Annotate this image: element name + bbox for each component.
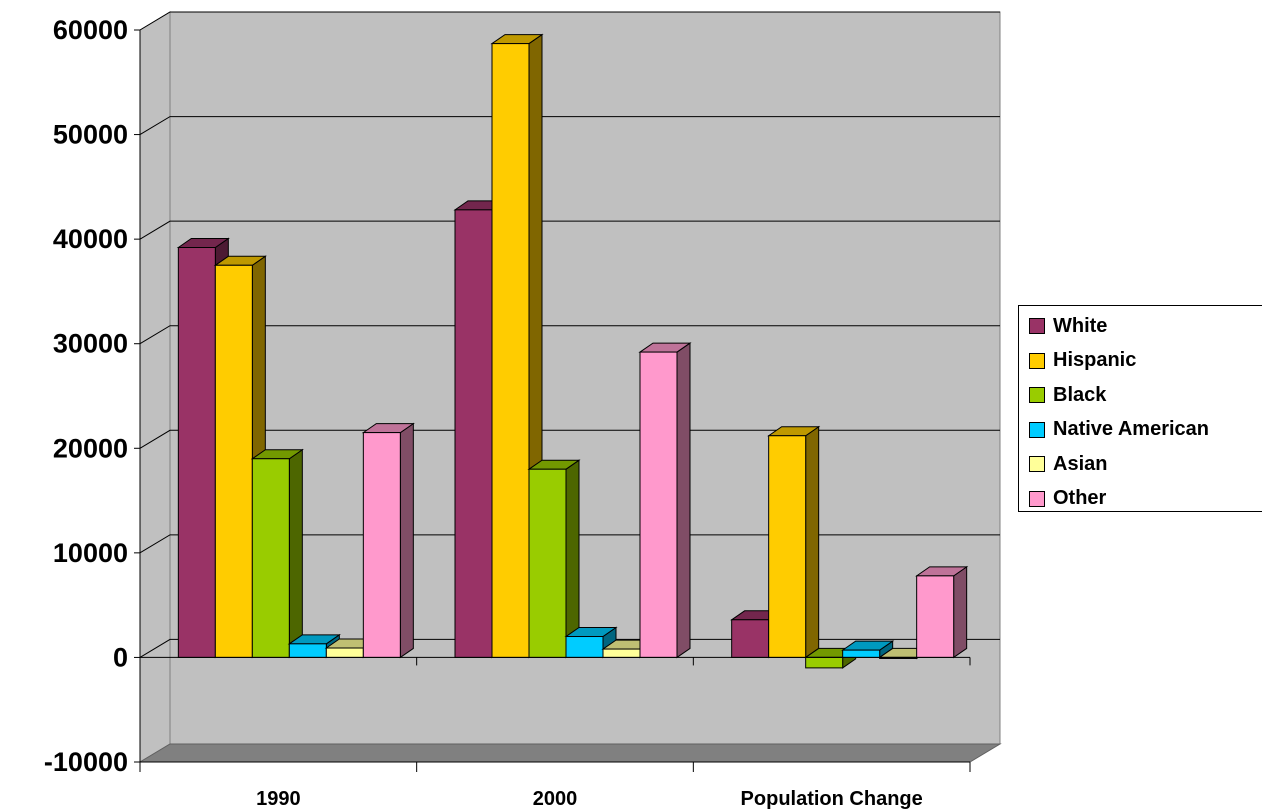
gridline (139, 220, 1000, 240)
y-tick-label: 30000 (53, 329, 128, 359)
y-tick-label: 50000 (53, 120, 128, 150)
y-tick-label: 10000 (53, 538, 128, 568)
legend-item: Other (1029, 487, 1106, 511)
bar-hispanic (767, 425, 821, 659)
legend-item: Hispanic (1029, 349, 1136, 373)
x-category-label: Population Change (741, 788, 923, 810)
legend-swatch (1029, 490, 1045, 507)
legend-label: Hispanic (1053, 349, 1137, 371)
legend-label: White (1053, 314, 1108, 337)
bar-front (602, 648, 641, 658)
gridlines (139, 11, 1000, 658)
y-tick-label: 20000 (53, 433, 128, 463)
y-tick-label: 0 (113, 642, 128, 672)
legend: White Hispanic Black Native American Asian Ot… (1018, 305, 1262, 512)
bar-front (768, 435, 807, 658)
gridline (139, 11, 1000, 31)
bar-side (805, 425, 820, 659)
legend-item: Asian (1029, 452, 1107, 476)
legend-item: Native American (1029, 418, 1209, 442)
y-tick-label: 60000 (53, 15, 128, 45)
bar-black (527, 459, 581, 659)
legend-item: Black (1029, 383, 1106, 407)
bar-front (731, 619, 770, 658)
gridline (139, 325, 1000, 345)
gridline (139, 116, 1000, 136)
bar-front (288, 643, 327, 658)
floor (138, 743, 1002, 763)
y-tick-label: 40000 (53, 224, 128, 254)
bar-side (953, 565, 968, 659)
bar-front (325, 647, 364, 658)
bar-front (528, 468, 567, 658)
bar-front (916, 575, 955, 658)
bar-other (915, 565, 969, 659)
legend-label: Native American (1053, 418, 1209, 440)
bar-front (362, 432, 401, 658)
x-axis-categories: 1990 2000 Population Change (256, 788, 923, 810)
bar-front (177, 247, 216, 658)
legend-label: Black (1053, 383, 1107, 406)
legend-label: Other (1053, 487, 1107, 509)
bar-other (638, 342, 692, 659)
bar-side (399, 422, 414, 659)
bar-front (491, 43, 530, 658)
bar-native-american (841, 640, 895, 659)
x-category-label: 2000 (533, 788, 578, 810)
legend-swatch (1029, 318, 1045, 334)
bar-front (639, 351, 678, 658)
bar-front (565, 636, 604, 658)
y-tick-label: -10000 (44, 747, 128, 777)
bar-front (454, 209, 493, 658)
bar-front (842, 649, 881, 658)
bar-front (251, 458, 290, 658)
gridline (139, 534, 1000, 554)
legend-label: Asian (1053, 452, 1108, 475)
legend-item: White (1029, 314, 1107, 338)
legend-swatch (1029, 456, 1045, 472)
legend-swatch (1029, 421, 1045, 438)
bar-side (288, 448, 303, 659)
bar-front (805, 656, 844, 669)
legend-swatch (1029, 352, 1045, 369)
axes (134, 29, 971, 772)
bar-other (361, 422, 415, 659)
bar-side (565, 459, 580, 659)
gridline (139, 429, 1000, 449)
gridline (139, 638, 1000, 658)
bar-black (250, 448, 304, 659)
side-wall (139, 11, 171, 763)
legend-swatch (1029, 387, 1045, 403)
bars (176, 33, 969, 669)
bar-side (676, 342, 691, 659)
y-axis-ticks: 60000 50000 40000 30000 20000 10000 0 -10000 (44, 15, 128, 777)
x-category-label: 1990 (256, 788, 301, 810)
bar-front (214, 264, 253, 658)
